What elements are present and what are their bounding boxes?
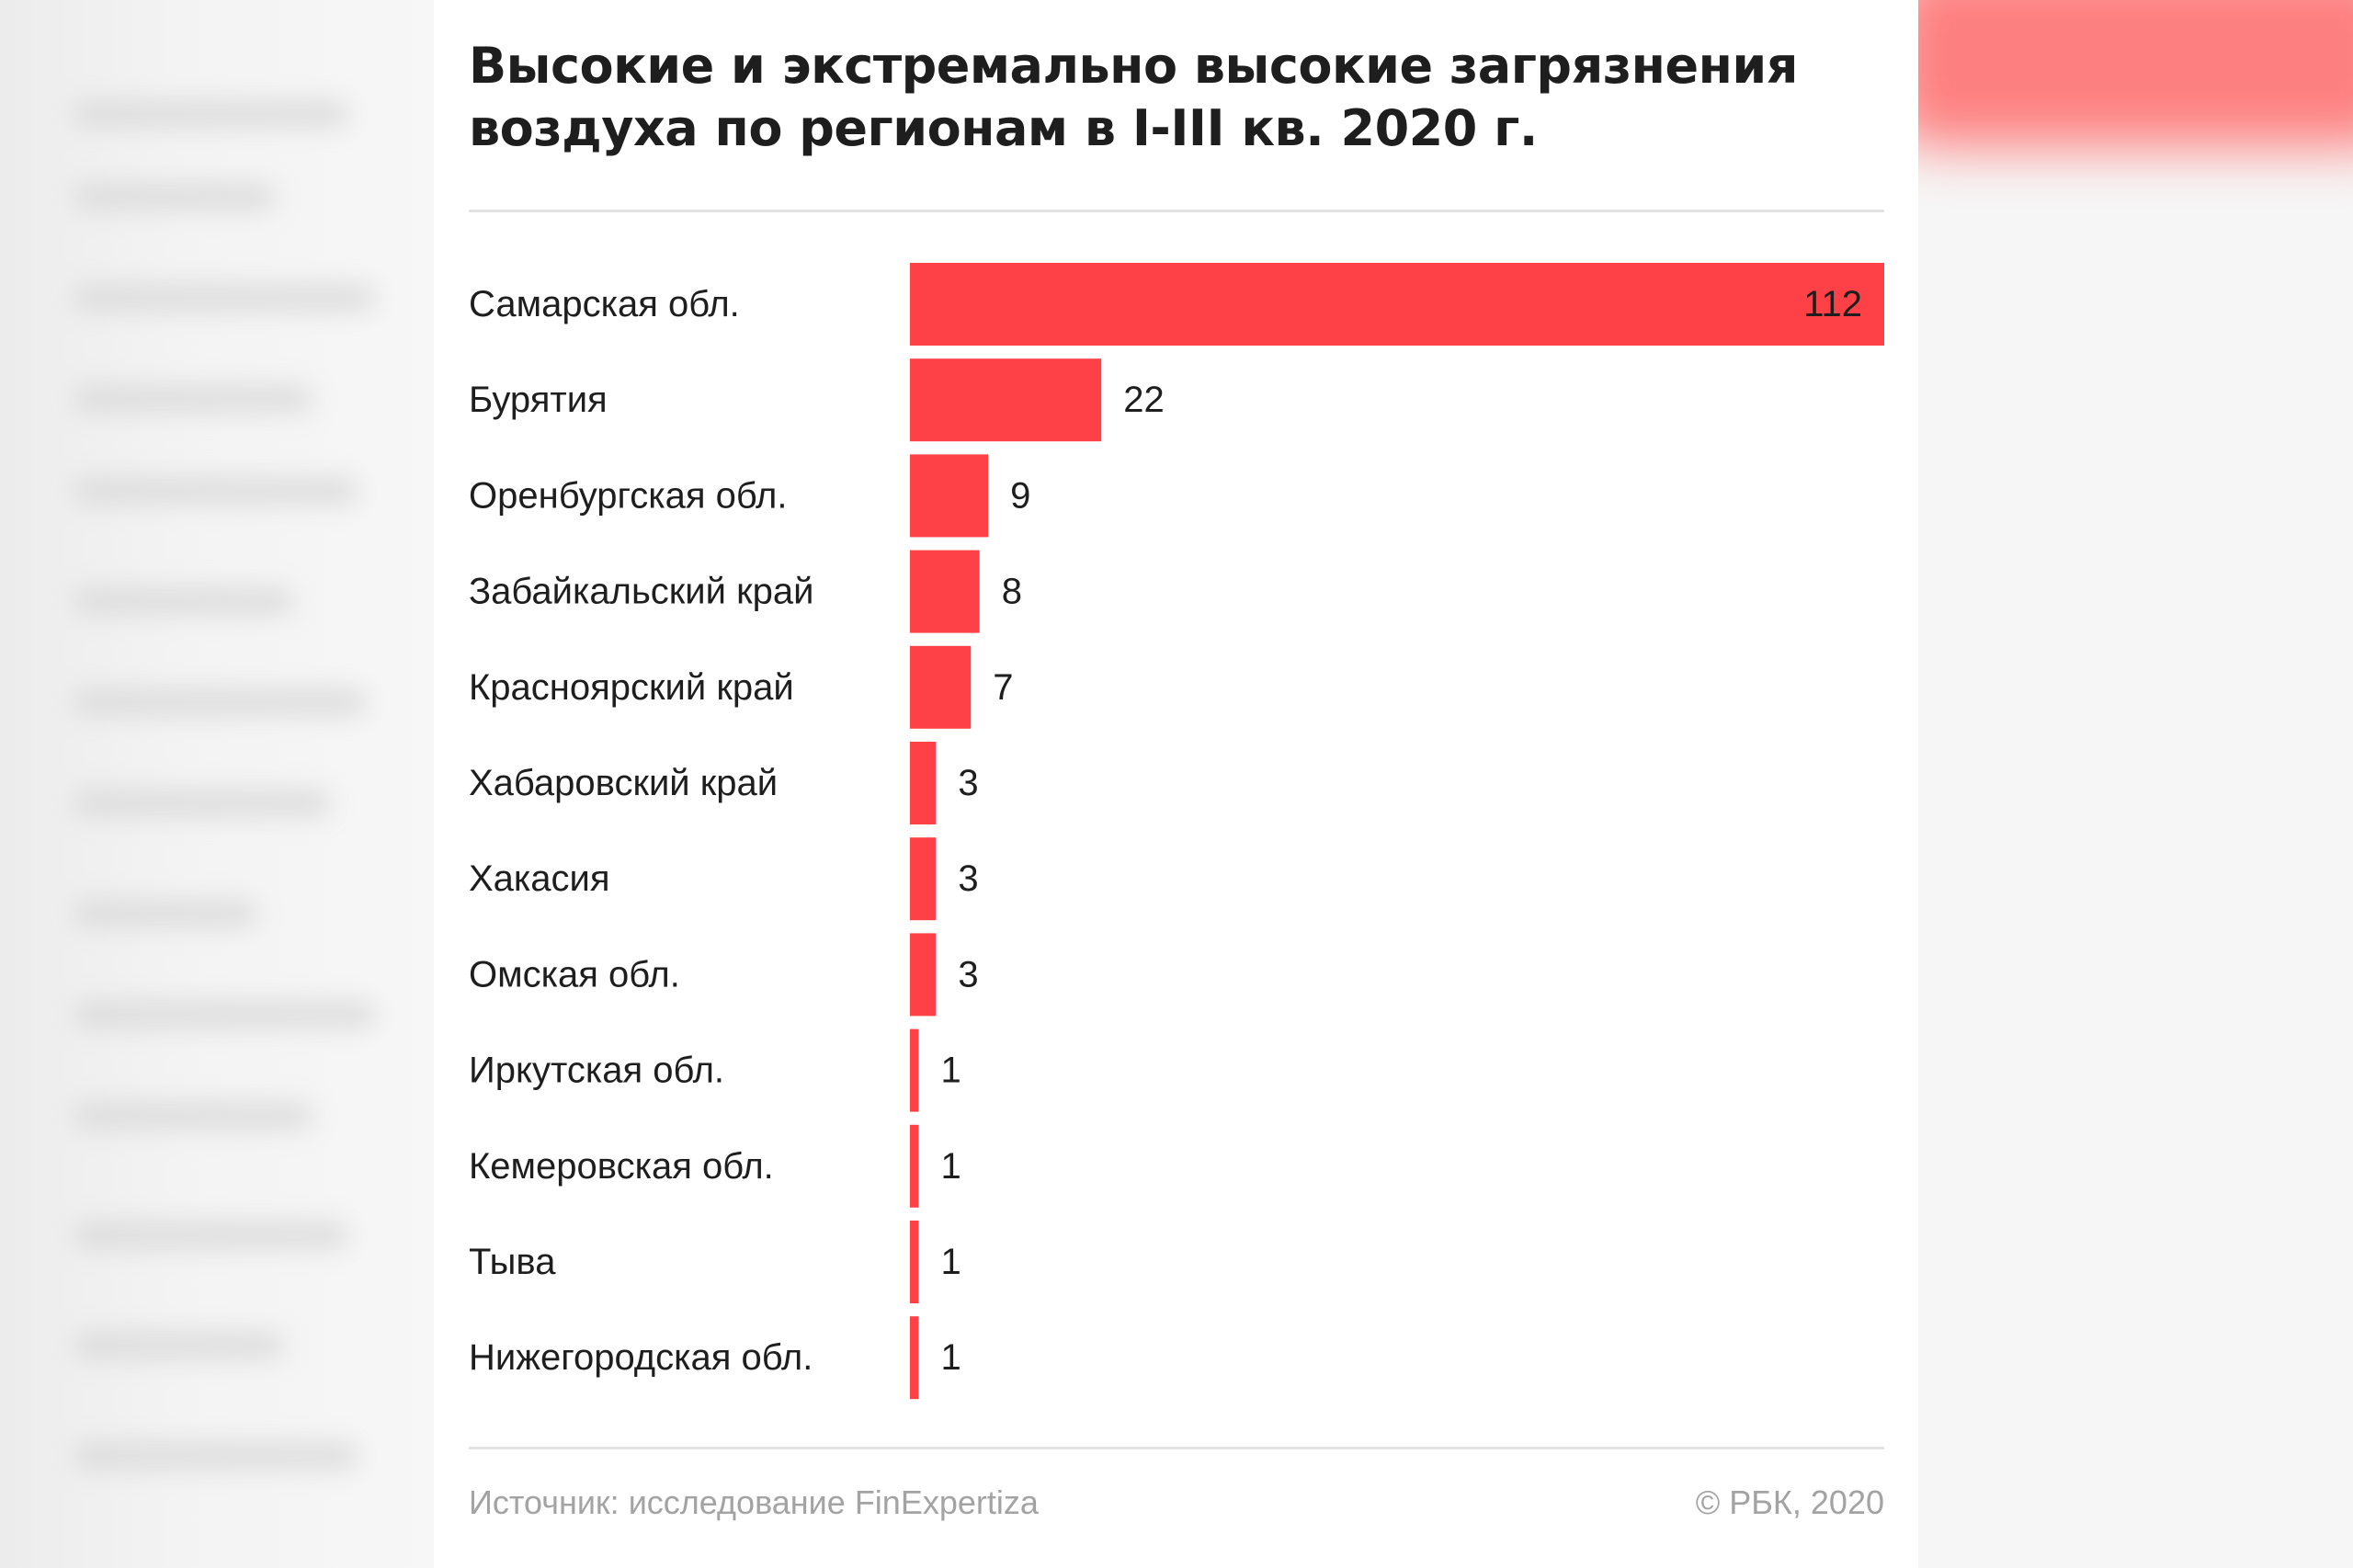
bar-chart: Самарская обл. 112 Бурятия 22 Оренбургская о… [469,263,1884,1400]
category-label-нижегородская-обл: Нижегородская обл. [469,1337,813,1378]
bar-нижегородская-обл [910,1316,919,1400]
bar-омская-обл [910,933,937,1017]
value-label-самарская-обл: 112 [1803,284,1862,324]
blurred-background-left [0,0,434,1568]
chart-card: Высокие и экстремально высокие загрязнен… [434,0,1918,1568]
top-divider [469,210,1884,212]
bar-оренбургская-обл [910,454,989,538]
value-label-омская-обл: 3 [958,954,978,994]
bar-хакасия [910,837,937,921]
value-label-красноярский-край: 7 [993,667,1013,708]
value-label-нижегородская-обл: 1 [940,1337,961,1378]
value-label-забайкальский-край: 8 [1002,572,1022,612]
value-label-хабаровский-край: 3 [958,763,978,803]
value-label-бурятия: 22 [1123,380,1165,420]
bar-тыва [910,1221,919,1303]
source-note: Источник: исследование FinExpertiza [469,1483,1039,1521]
category-label-тыва: Тыва [469,1242,556,1282]
value-label-кемеровская-обл: 1 [940,1146,961,1187]
value-label-оренбургская-обл: 9 [1010,475,1030,516]
category-label-хакасия: Хакасия [469,858,610,899]
bar-хабаровский-край [910,742,937,824]
category-label-бурятия: Бурятия [469,380,608,420]
value-label-хакасия: 3 [958,858,978,899]
blurred-background-right [1918,0,2353,1568]
bar-забайкальский-край [910,550,980,633]
category-label-самарская-обл: Самарская обл. [469,284,740,324]
bar-красноярский-край [910,645,972,729]
value-label-иркутская-обл: 1 [940,1051,961,1091]
category-label-иркутская-обл: Иркутская обл. [469,1051,724,1091]
category-label-хабаровский-край: Хабаровский край [469,763,778,803]
category-label-забайкальский-край: Забайкальский край [469,572,813,612]
bottom-divider [469,1447,1884,1449]
chart-title: Высокие и экстремально высокие загрязнен… [469,37,1798,157]
bar-самарская-обл [910,263,1884,346]
copyright-note: © РБК, 2020 [1695,1483,1884,1521]
category-label-оренбургская-обл: Оренбургская обл. [469,475,787,516]
value-label-тыва: 1 [940,1242,961,1282]
category-label-омская-обл: Омская обл. [469,954,680,994]
bar-бурятия [910,358,1102,442]
bar-иркутская-обл [910,1028,919,1112]
bar-кемеровская-обл [910,1124,919,1208]
category-label-красноярский-край: Красноярский край [469,667,794,708]
category-label-кемеровская-обл: Кемеровская обл. [469,1146,774,1187]
